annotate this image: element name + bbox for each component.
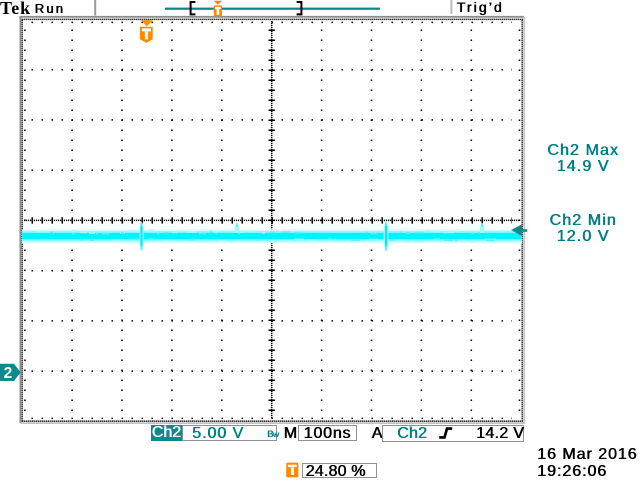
svg-text:2: 2 — [4, 365, 13, 382]
